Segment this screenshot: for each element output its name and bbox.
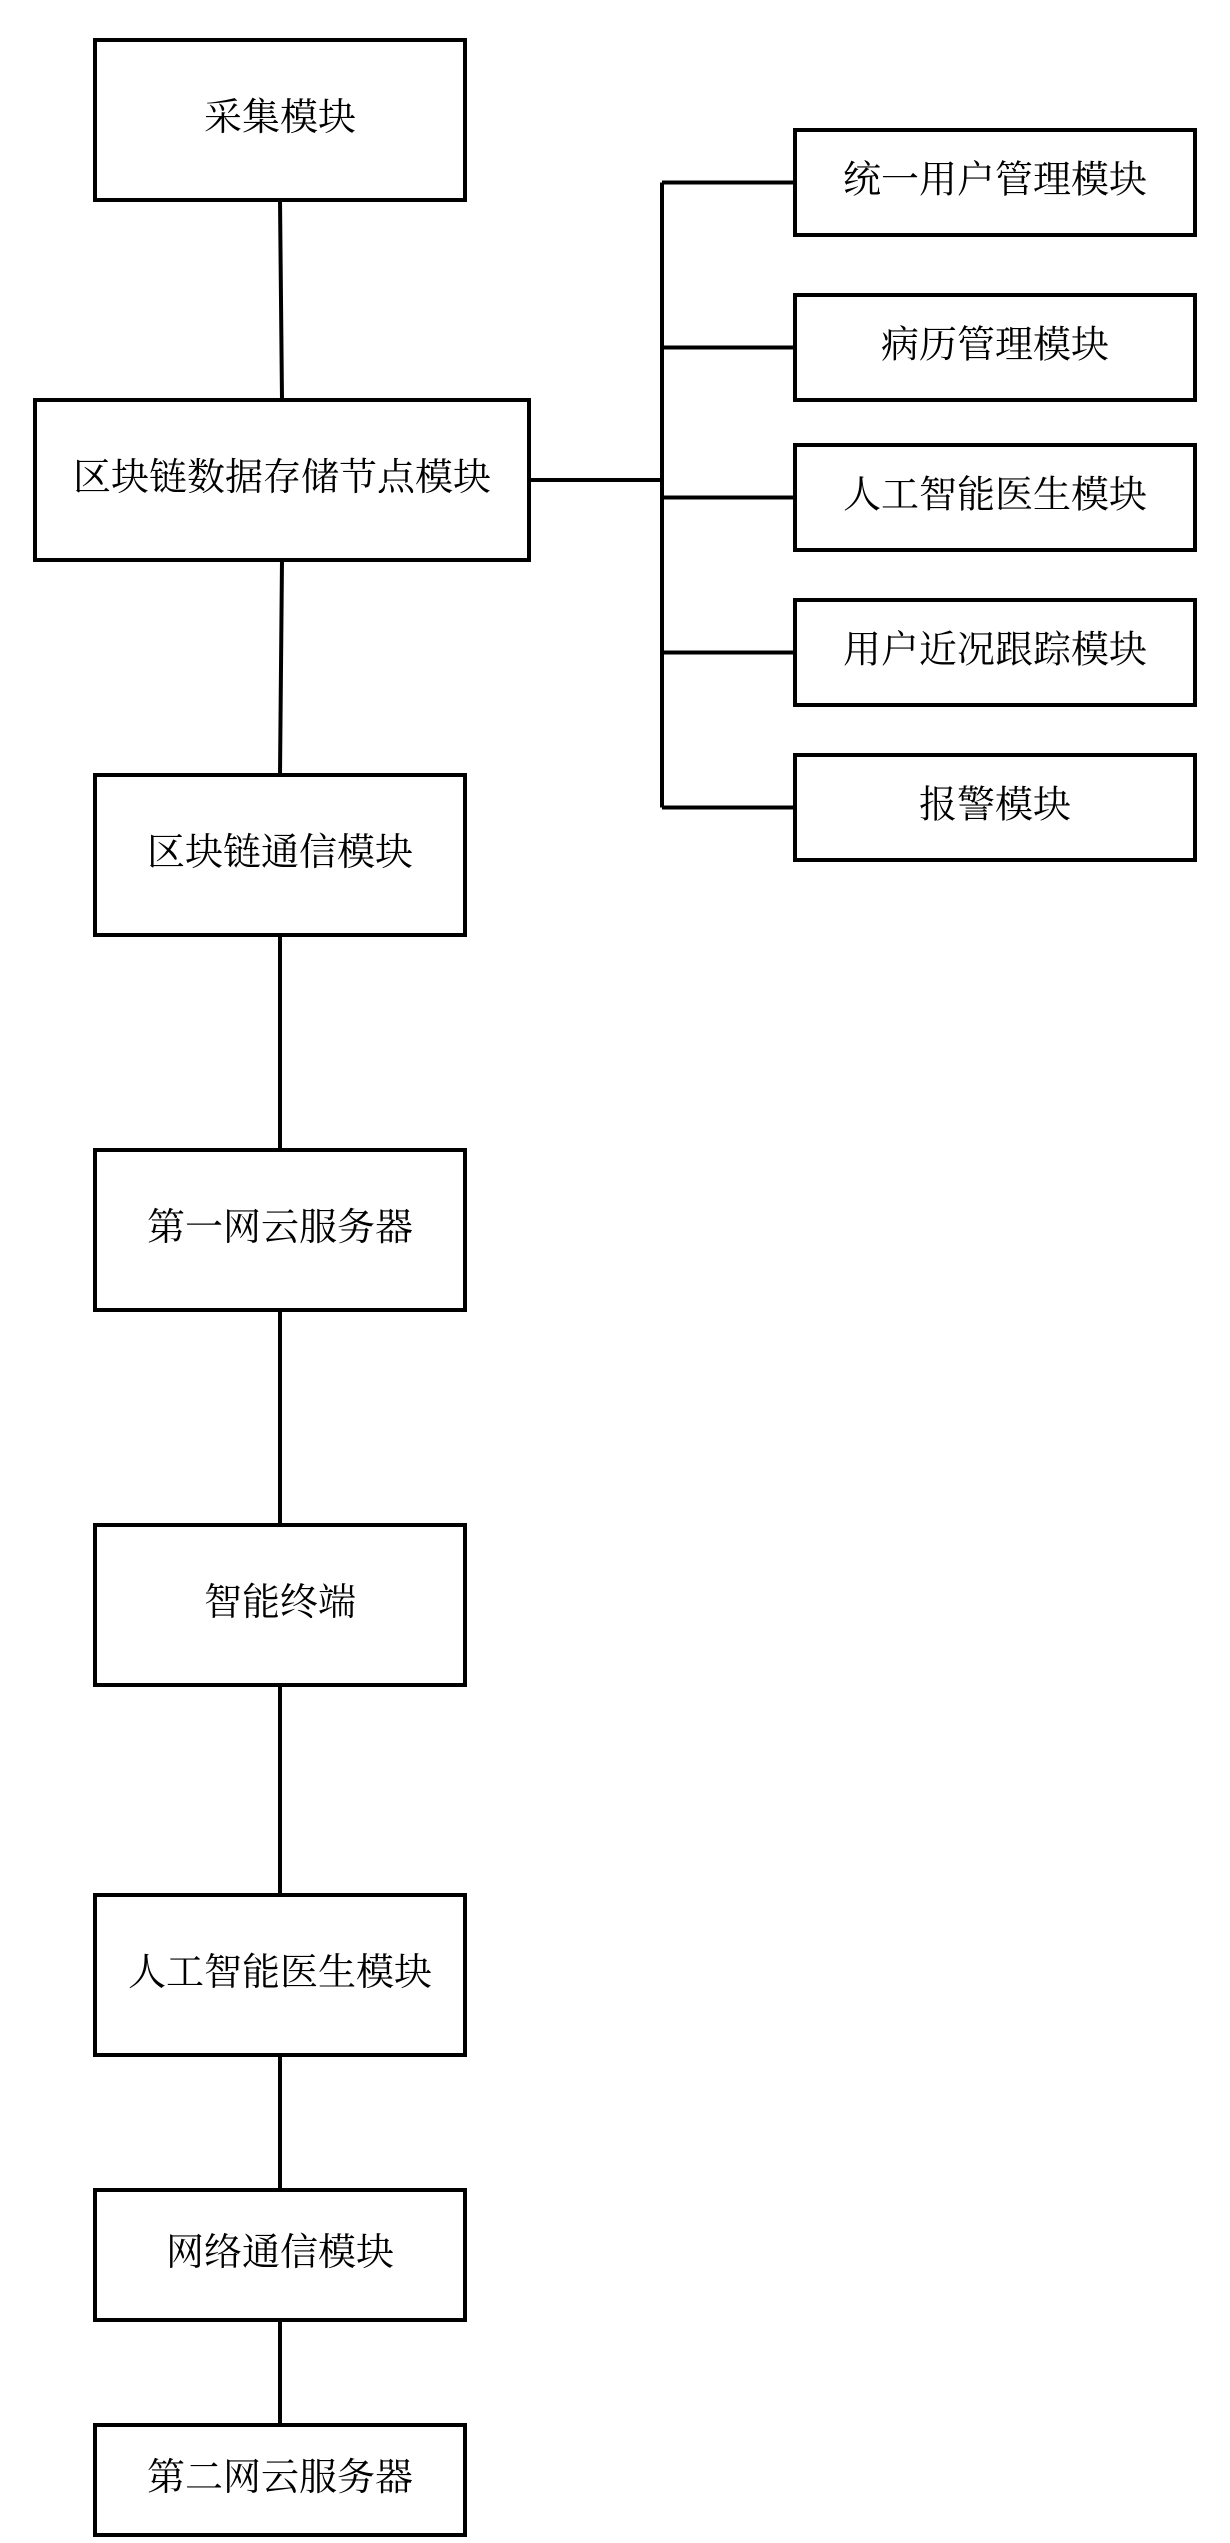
node-label: 区块链数据存储节点模块 <box>73 446 491 501</box>
node-s_ai_doc: 人工智能医生模块 <box>795 445 1195 550</box>
node-label: 统一用户管理模块 <box>843 148 1147 203</box>
node-label: 人工智能医生模块 <box>128 1941 432 1996</box>
edge <box>280 560 282 775</box>
node-label: 网络通信模块 <box>166 2221 394 2276</box>
node-label: 第二网云服务器 <box>147 2446 413 2501</box>
edge <box>280 200 282 400</box>
node-n_cloud2: 第二网云服务器 <box>95 2425 465 2535</box>
node-s_user_track: 用户近况跟踪模块 <box>795 600 1195 705</box>
node-label: 人工智能医生模块 <box>843 463 1147 518</box>
node-n_cloud1: 第一网云服务器 <box>95 1150 465 1310</box>
node-s_alarm: 报警模块 <box>795 755 1195 860</box>
branch-edges <box>529 183 795 808</box>
node-label: 第一网云服务器 <box>147 1196 413 1251</box>
node-n_ai_doc_main: 人工智能医生模块 <box>95 1895 465 2055</box>
node-label: 病历管理模块 <box>881 313 1109 368</box>
node-s_record_mgmt: 病历管理模块 <box>795 295 1195 400</box>
node-label: 用户近况跟踪模块 <box>843 618 1147 673</box>
node-s_user_mgmt: 统一用户管理模块 <box>795 130 1195 235</box>
nodes: 采集模块区块链数据存储节点模块区块链通信模块第一网云服务器智能终端人工智能医生模… <box>35 40 1195 2535</box>
node-n_storage: 区块链数据存储节点模块 <box>35 400 529 560</box>
node-n_net_comm: 网络通信模块 <box>95 2190 465 2320</box>
node-n_collect: 采集模块 <box>95 40 465 200</box>
flowchart-diagram: 采集模块区块链数据存储节点模块区块链通信模块第一网云服务器智能终端人工智能医生模… <box>0 0 1230 2543</box>
node-n_terminal: 智能终端 <box>95 1525 465 1685</box>
node-label: 区块链通信模块 <box>147 821 413 876</box>
node-n_comm: 区块链通信模块 <box>95 775 465 935</box>
node-label: 采集模块 <box>204 86 356 141</box>
node-label: 报警模块 <box>919 773 1071 828</box>
node-label: 智能终端 <box>204 1571 356 1626</box>
